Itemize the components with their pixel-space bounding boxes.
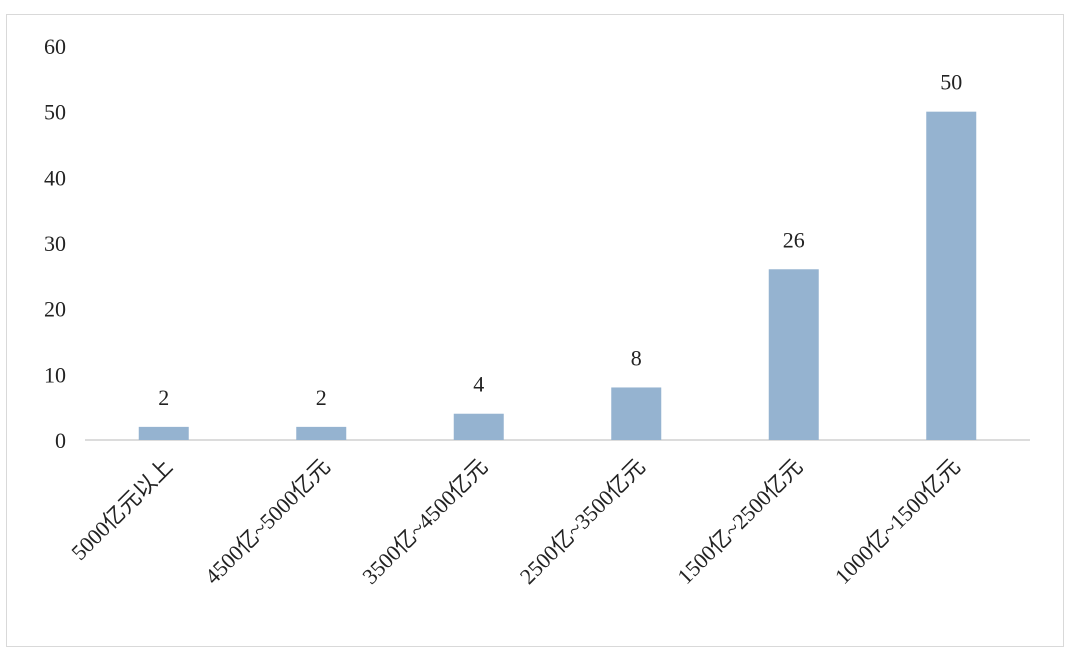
y-tick-label: 10: [44, 362, 66, 387]
y-axis-ticks: 0 10 20 30 40 50 60: [44, 34, 66, 453]
bar-value-label: 50: [940, 70, 962, 95]
x-category-label: 3500亿~4500亿元: [357, 454, 492, 589]
bar: [138, 426, 189, 440]
category-labels: 5000亿元以上 4500亿~5000亿元 3500亿~4500亿元 2500亿~35…: [66, 454, 965, 589]
bar-value-label: 2: [316, 385, 327, 410]
y-tick-label: 40: [44, 165, 66, 190]
bar-value-label: 4: [473, 372, 484, 397]
bar-value-label: 26: [783, 227, 805, 252]
x-category-label: 1000亿~1500亿元: [830, 454, 965, 589]
bar-value-label: 8: [631, 345, 642, 370]
bars: [138, 111, 977, 441]
y-tick-label: 0: [55, 428, 66, 453]
x-category-label: 5000亿元以上: [66, 454, 177, 565]
bar: [768, 269, 819, 440]
y-tick-label: 50: [44, 100, 66, 125]
chart-frame: [6, 14, 1064, 647]
bar: [926, 111, 977, 441]
bar-value-label: 2: [158, 385, 169, 410]
y-tick-label: 60: [44, 34, 66, 59]
x-category-label: 4500亿~5000亿元: [200, 454, 335, 589]
x-category-label: 1500亿~2500亿元: [672, 454, 807, 589]
y-tick-label: 20: [44, 297, 66, 322]
bar: [611, 387, 662, 440]
y-tick-label: 30: [44, 231, 66, 256]
bar: [453, 413, 504, 440]
x-category-label: 2500亿~3500亿元: [515, 454, 650, 589]
data-labels: 2 2 4 8 26 50: [158, 70, 962, 410]
bar: [296, 426, 347, 440]
